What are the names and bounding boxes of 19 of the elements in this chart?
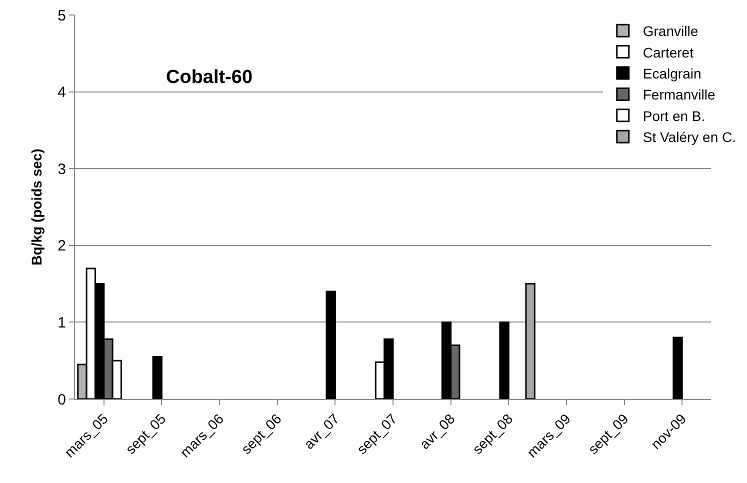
bar	[499, 321, 510, 399]
y-tick-label: 3	[58, 160, 66, 178]
legend-label: Carteret	[642, 44, 694, 60]
bar	[152, 356, 162, 399]
text: Cobalt-60	[166, 67, 253, 88]
legend-label: Ecalgrain	[642, 65, 702, 82]
legend-label: St Valéry en C.	[642, 129, 736, 146]
bar	[326, 290, 336, 399]
legend-label: Fermanville	[642, 86, 716, 103]
y-tick-label: 5	[58, 7, 66, 24]
y-tick-label: 1	[58, 314, 66, 332]
y-axis-title: Bq/kg (poids sec)	[28, 148, 44, 266]
bar	[525, 283, 536, 399]
y-tick-label: 2	[58, 238, 66, 255]
y-tick-label: 4	[58, 84, 66, 102]
y-tick-label: 0	[58, 391, 66, 408]
legend-label: Granville	[642, 23, 698, 40]
legend-label: Port en B.	[642, 108, 706, 124]
bar	[672, 336, 683, 399]
